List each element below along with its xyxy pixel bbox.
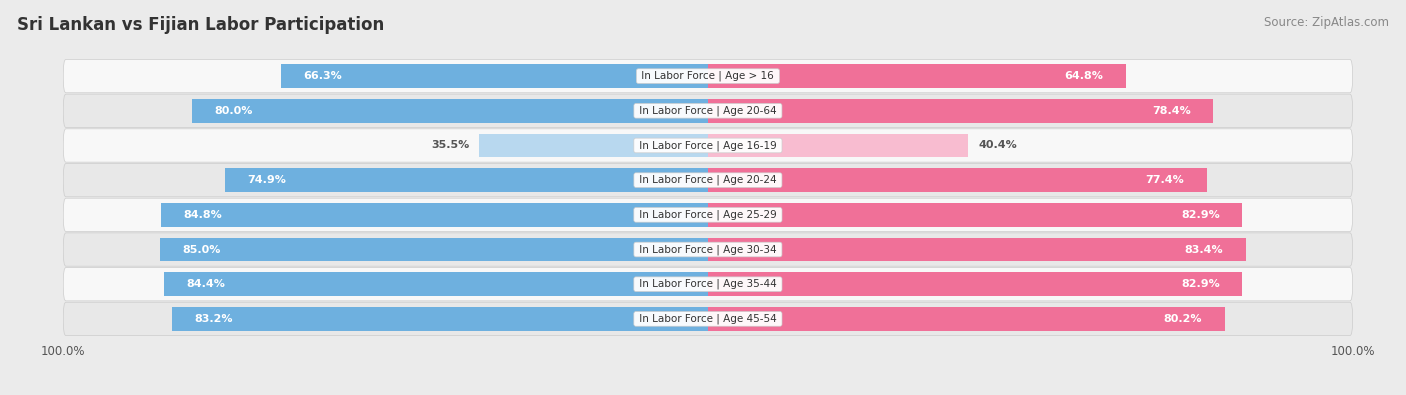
Legend: Sri Lankan, Fijian: Sri Lankan, Fijian <box>623 390 793 395</box>
Text: 83.4%: 83.4% <box>1184 245 1223 254</box>
FancyBboxPatch shape <box>63 267 1353 301</box>
Bar <box>479 134 707 157</box>
Bar <box>281 64 707 88</box>
FancyBboxPatch shape <box>63 60 1353 93</box>
Bar <box>172 307 707 331</box>
Text: In Labor Force | Age 35-44: In Labor Force | Age 35-44 <box>636 279 780 290</box>
Bar <box>193 99 707 122</box>
Text: 84.4%: 84.4% <box>187 279 225 289</box>
Bar <box>707 203 1243 227</box>
FancyBboxPatch shape <box>63 233 1353 266</box>
Text: In Labor Force | Age 25-29: In Labor Force | Age 25-29 <box>636 210 780 220</box>
Bar <box>160 238 707 261</box>
FancyBboxPatch shape <box>63 129 1353 162</box>
Text: 82.9%: 82.9% <box>1181 279 1220 289</box>
Text: 85.0%: 85.0% <box>183 245 221 254</box>
Text: 64.8%: 64.8% <box>1064 71 1104 81</box>
Text: 84.8%: 84.8% <box>184 210 222 220</box>
Text: 78.4%: 78.4% <box>1152 106 1191 116</box>
Text: 80.2%: 80.2% <box>1164 314 1202 324</box>
Text: Source: ZipAtlas.com: Source: ZipAtlas.com <box>1264 16 1389 29</box>
Bar <box>707 307 1225 331</box>
Text: In Labor Force | Age 20-64: In Labor Force | Age 20-64 <box>636 105 780 116</box>
Text: In Labor Force | Age 16-19: In Labor Force | Age 16-19 <box>636 140 780 151</box>
Text: 66.3%: 66.3% <box>304 71 342 81</box>
Bar <box>225 168 707 192</box>
Text: 74.9%: 74.9% <box>247 175 287 185</box>
Text: In Labor Force | Age > 16: In Labor Force | Age > 16 <box>638 71 778 81</box>
FancyBboxPatch shape <box>63 302 1353 335</box>
Text: 83.2%: 83.2% <box>194 314 232 324</box>
FancyBboxPatch shape <box>63 94 1353 128</box>
Text: In Labor Force | Age 30-34: In Labor Force | Age 30-34 <box>636 244 780 255</box>
Text: 77.4%: 77.4% <box>1146 175 1184 185</box>
Text: 80.0%: 80.0% <box>215 106 253 116</box>
Bar <box>707 99 1213 122</box>
Text: In Labor Force | Age 45-54: In Labor Force | Age 45-54 <box>636 314 780 324</box>
Bar <box>165 273 707 296</box>
FancyBboxPatch shape <box>63 164 1353 197</box>
Text: 82.9%: 82.9% <box>1181 210 1220 220</box>
Bar <box>707 273 1243 296</box>
Bar <box>707 168 1206 192</box>
Text: 40.4%: 40.4% <box>979 141 1017 150</box>
Bar <box>707 134 969 157</box>
Bar <box>707 64 1126 88</box>
Bar <box>162 203 707 227</box>
FancyBboxPatch shape <box>63 198 1353 231</box>
Text: 35.5%: 35.5% <box>432 141 470 150</box>
Text: Sri Lankan vs Fijian Labor Participation: Sri Lankan vs Fijian Labor Participation <box>17 16 384 34</box>
Text: In Labor Force | Age 20-24: In Labor Force | Age 20-24 <box>636 175 780 185</box>
Bar <box>707 238 1246 261</box>
